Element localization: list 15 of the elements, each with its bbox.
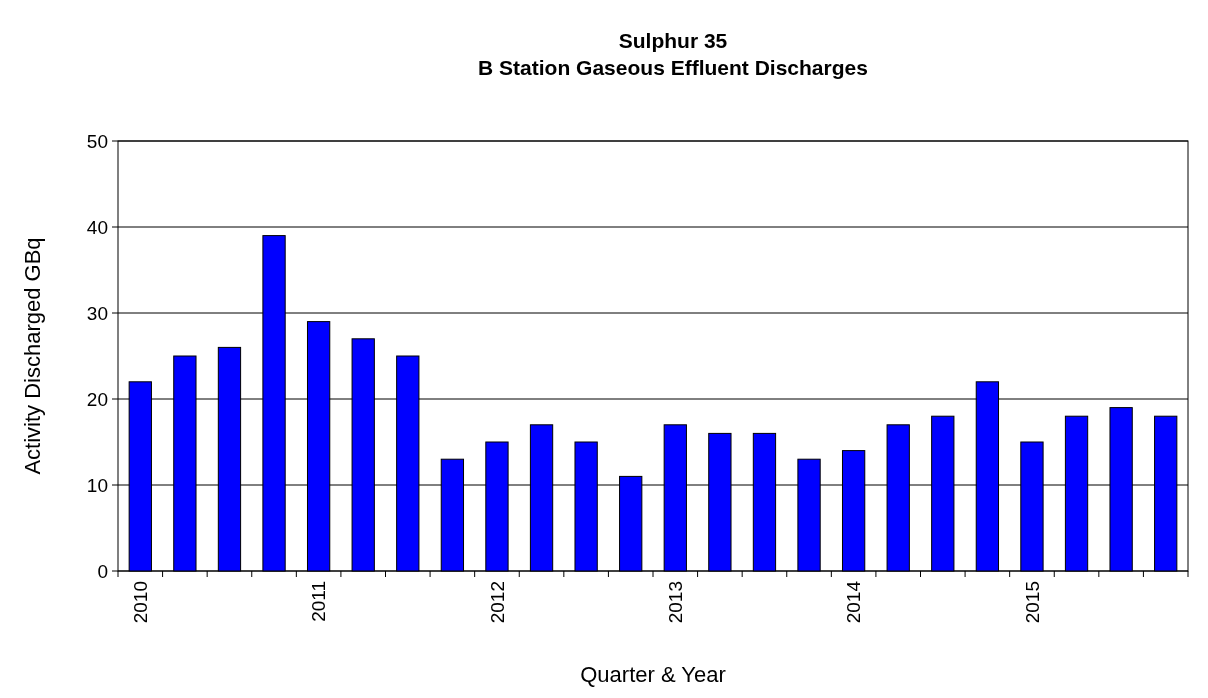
- x-tick-label: 2012: [486, 581, 508, 624]
- y-tick-label: 0: [97, 560, 108, 582]
- y-tick-label: 50: [86, 130, 108, 152]
- y-tick-label: 20: [86, 388, 108, 410]
- y-axis-title: Activity Discharged GBq: [20, 237, 45, 475]
- x-tick-label: 2014: [843, 580, 865, 624]
- y-tick-label: 10: [86, 474, 108, 496]
- chart-title: Sulphur 35 B Station Gaseous Effluent Discharges: [478, 29, 868, 79]
- x-tick-label: 2011: [308, 581, 330, 622]
- y-tick-label: 40: [86, 216, 108, 238]
- x-tick-label: 2015: [1021, 581, 1043, 624]
- x-tick-label: 2010: [129, 581, 151, 624]
- x-axis-title: Quarter & Year: [580, 662, 726, 687]
- y-tick-label: 30: [86, 302, 108, 324]
- x-tick-label: 2013: [664, 581, 686, 624]
